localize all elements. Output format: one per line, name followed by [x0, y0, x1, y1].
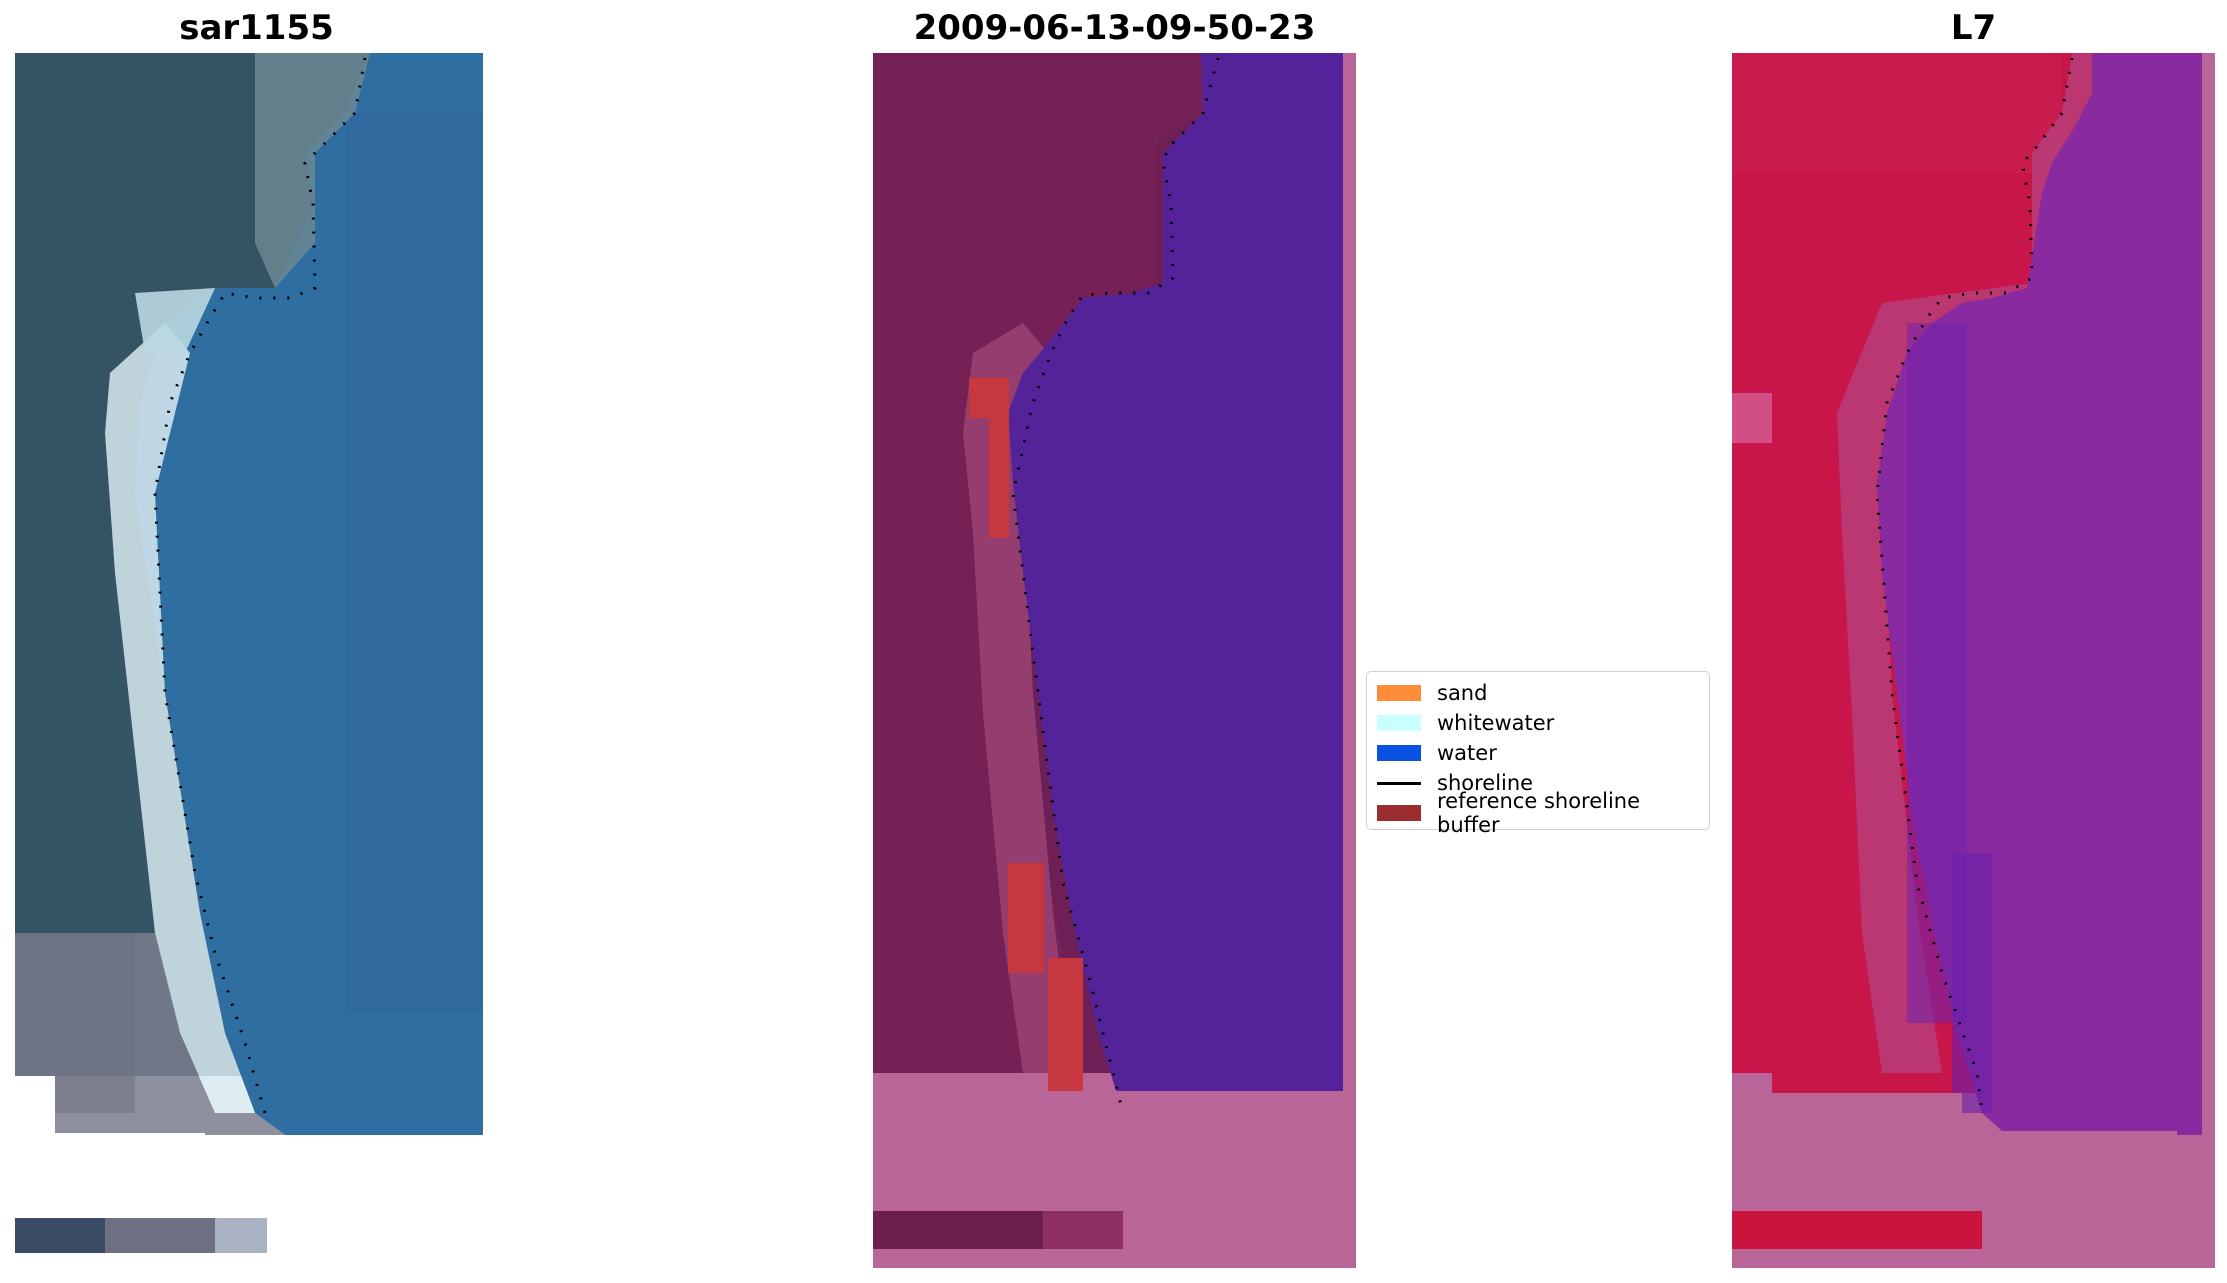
- rgb-image: [15, 53, 483, 1256]
- legend-label-shoreline: shoreline: [1437, 771, 1534, 795]
- rgb-image-panel: [15, 53, 483, 1256]
- shoreline-line-swatch: [1377, 781, 1421, 785]
- legend-item-water: water: [1377, 738, 1699, 768]
- legend: sand whitewater water shoreline referenc…: [1366, 671, 1710, 837]
- legend-item-buffer: reference shoreline buffer: [1377, 789, 1699, 837]
- water-swatch: [1377, 745, 1421, 761]
- shoreline-classified: [1011, 57, 1220, 1114]
- legend-label-sand: sand: [1437, 681, 1488, 705]
- legend-label-water: water: [1437, 741, 1497, 765]
- mndwi-image-panel: [1732, 53, 2215, 1268]
- sand-swatch: [1377, 685, 1421, 701]
- buffer-swatch: [1377, 805, 1421, 821]
- legend-item-whitewater: whitewater: [1377, 708, 1699, 738]
- panel-title-classified: 2009-06-13-09-50-23: [913, 8, 1316, 48]
- panel-title-rgb: sar1155: [179, 8, 334, 48]
- legend-label-whitewater: whitewater: [1437, 711, 1555, 735]
- legend-label-buffer: reference shoreline buffer: [1437, 789, 1641, 837]
- legend-item-shoreline: shoreline: [1377, 768, 1699, 798]
- panel-title-mndwi: L7: [1950, 8, 1997, 48]
- mndwi-image: [1732, 53, 2215, 1268]
- classified-image: [873, 53, 1356, 1268]
- water-class-region: [1008, 53, 1343, 1151]
- whitewater-swatch: [1377, 715, 1421, 731]
- legend-item-sand: sand: [1377, 678, 1699, 708]
- classified-image-panel: [873, 53, 1356, 1268]
